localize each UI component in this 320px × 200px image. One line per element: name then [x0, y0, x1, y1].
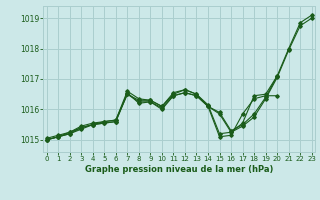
X-axis label: Graphe pression niveau de la mer (hPa): Graphe pression niveau de la mer (hPa) — [85, 165, 273, 174]
